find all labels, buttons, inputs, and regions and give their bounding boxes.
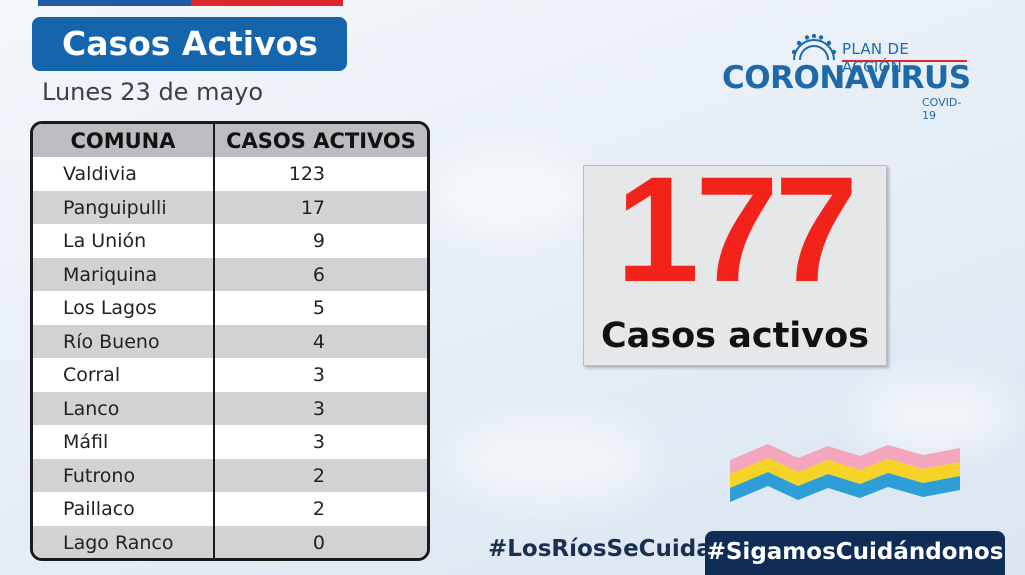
logo-underline (842, 60, 967, 62)
page-title: Casos Activos (32, 17, 347, 71)
table-row: Futrono 2 (33, 458, 427, 492)
logo-plan-text: PLAN DE ACCIÓN (842, 40, 910, 76)
coronavirus-plan-logo: PLAN DE ACCIÓN CORONAVIRUS COVID-19 (722, 34, 972, 122)
casos-cell: 123 (288, 163, 325, 185)
casos-cell: 3 (312, 364, 325, 386)
wave-stripes-icon (730, 444, 960, 502)
total-cases-number: 177 (615, 145, 858, 313)
comuna-cell: Los Lagos (33, 291, 215, 325)
casos-cell: 3 (312, 431, 325, 453)
table-row: Panguipulli 17 (33, 190, 427, 224)
comuna-cell: Panguipulli (33, 190, 215, 224)
table-row: Corral 3 (33, 358, 427, 392)
comuna-cell: Paillaco (33, 492, 215, 526)
hashtag-sigamos: #SigamosCuidándonos (705, 531, 1005, 575)
casos-cell: 17 (300, 196, 325, 219)
virus-icon (791, 34, 837, 61)
flag-bar (38, 0, 343, 6)
comuna-cell: Máfil (33, 425, 215, 459)
casos-cell: 5 (312, 297, 325, 319)
comuna-cell: Futrono (33, 458, 215, 492)
report-date: Lunes 23 de mayo (42, 78, 264, 106)
flag-bar-blue (38, 0, 191, 6)
cloud-decoration (430, 150, 590, 240)
comuna-cell: Lanco (33, 391, 215, 425)
table-row: Los Lagos 5 (33, 291, 427, 325)
casos-cell: 4 (312, 330, 325, 353)
casos-cell: 0 (312, 531, 325, 554)
total-cases-card: 177 Casos activos (583, 154, 887, 366)
table-row: Lanco 3 (33, 391, 427, 425)
comuna-cell: Río Bueno (33, 324, 215, 358)
table-header: COMUNA CASOS ACTIVOS (33, 124, 427, 157)
cases-table: COMUNA CASOS ACTIVOS Valdivia 123 Pangui… (30, 121, 430, 561)
column-header-casos: CASOS ACTIVOS (226, 129, 416, 153)
table-row: Mariquina 6 (33, 257, 427, 291)
casos-cell: 2 (312, 464, 325, 487)
comuna-cell: La Unión (33, 224, 215, 258)
flag-bar-red (190, 0, 343, 6)
comuna-cell: Corral (33, 358, 215, 392)
table-row: Lago Ranco 0 (33, 525, 427, 558)
comuna-cell: Mariquina (33, 257, 215, 291)
casos-cell: 3 (312, 397, 325, 420)
logo-sub: COVID-19 (922, 96, 962, 122)
logo-name: CORONAVIRUS (722, 60, 971, 96)
table-row: Río Bueno 4 (33, 324, 427, 358)
cloud-decoration (860, 380, 1010, 450)
comuna-cell: Valdivia (33, 157, 215, 191)
table-row: Paillaco 2 (33, 492, 427, 526)
hashtag-los-rios: #LosRíosSeCuida (488, 536, 712, 562)
casos-cell: 6 (312, 263, 325, 286)
total-cases-label: Casos activos (601, 316, 869, 356)
casos-cell: 9 (312, 230, 325, 252)
table-row: Máfil 3 (33, 425, 427, 459)
cloud-decoration (450, 420, 650, 500)
table-row: Valdivia 123 (33, 157, 427, 191)
comuna-cell: Lago Ranco (33, 525, 215, 558)
table-row: La Unión 9 (33, 224, 427, 258)
column-header-comuna: COMUNA (33, 124, 215, 157)
casos-cell: 2 (312, 498, 325, 520)
